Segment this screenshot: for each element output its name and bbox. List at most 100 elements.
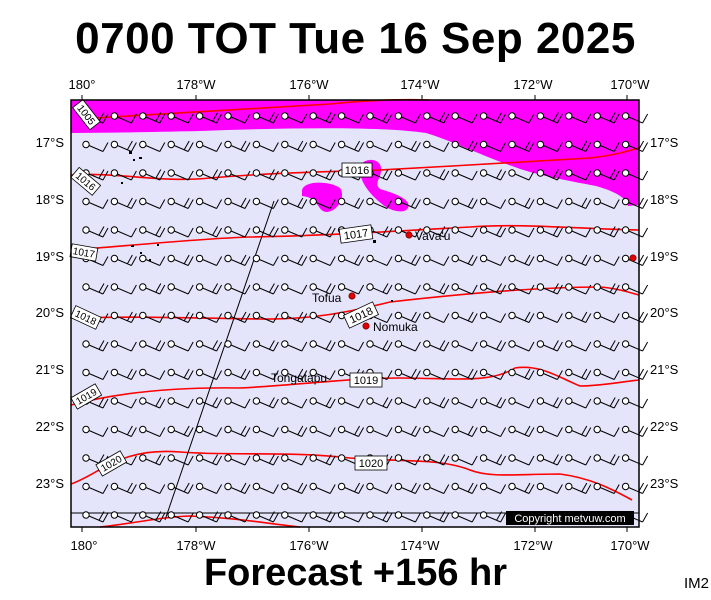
isobar-label-1017-edge: 1017 (69, 243, 99, 262)
isobar-value: 1016 (345, 165, 369, 177)
wind-barb-icon (337, 397, 365, 409)
wind-barb-icon (536, 397, 563, 409)
wind-barb-icon (394, 397, 421, 409)
wind-barb-icon (82, 482, 109, 494)
wind-barb-icon (536, 140, 563, 152)
wind-barb-icon (195, 482, 223, 494)
wind-barb-icon (252, 425, 279, 437)
wind-barb-icon (366, 254, 393, 266)
wind-barb-icon (536, 368, 563, 380)
wind-barb-icon (565, 482, 592, 494)
wind-barb-icon (281, 397, 308, 409)
wind-barb-icon (565, 226, 592, 238)
wind-barb-icon (593, 197, 620, 209)
lat-label: 18°S (36, 192, 65, 207)
wind-barb-icon (82, 197, 109, 209)
lat-label: 22°S (36, 419, 65, 434)
wind-barb-icon (337, 254, 365, 266)
wind-barb-icon (508, 112, 535, 124)
wind-barb-icon (451, 311, 478, 323)
wind-barb-icon (110, 197, 137, 209)
wind-barb-icon (252, 283, 279, 295)
wind-barb-icon (536, 226, 563, 238)
place-marker-icon (348, 292, 356, 300)
place-tongatapu[interactable]: Tongatapu (271, 371, 327, 385)
wind-barb-icon (536, 283, 563, 295)
wind-barb-icon (224, 425, 251, 437)
isobar-label-1017: 1017 (338, 224, 374, 244)
wind-barb-icon (479, 425, 507, 437)
wind-barb-icon (423, 283, 450, 295)
isobar-value: 1017 (343, 227, 369, 242)
wind-barb-icon (224, 482, 251, 494)
wind-barb-icon (281, 169, 308, 181)
wind-barb-icon (394, 340, 421, 352)
lat-labels-right: 17°S 18°S 19°S 20°S 21°S 22°S 23°S (650, 135, 679, 491)
wind-barb-icon (451, 226, 478, 238)
wind-barb-icon (337, 482, 365, 494)
wind-barb-icon (394, 197, 421, 209)
wind-barb-icon (195, 226, 223, 238)
wind-barb-icon (139, 397, 166, 409)
wind-barb-icon (195, 169, 223, 181)
wind-barb-icon (224, 340, 251, 352)
wind-barb-icon (309, 112, 336, 124)
wind-barb-icon (195, 311, 223, 323)
wind-barb-icon (536, 112, 563, 124)
wind-barb-icon (337, 340, 365, 352)
wind-barb-icon (281, 311, 308, 323)
wind-barb-icon (252, 482, 279, 494)
lon-label: 180° (69, 77, 96, 92)
wind-barb-icon (309, 397, 336, 409)
wind-barb-icon (508, 283, 535, 295)
wind-barb-icon (508, 425, 535, 437)
wind-barb-icon (479, 197, 507, 209)
wind-barb-icon (366, 340, 393, 352)
wind-barb-icon (508, 368, 535, 380)
axis-ticks (81, 95, 628, 532)
wind-barb-icon (565, 169, 592, 181)
place-label: Tofua (312, 291, 342, 305)
wind-barb-icon (167, 425, 194, 437)
lat-label: 17°S (36, 135, 65, 150)
wind-barb-icon (593, 482, 620, 494)
wind-barb-icon (508, 169, 535, 181)
wind-barb-icon (281, 254, 308, 266)
wind-barb-icon (536, 482, 563, 494)
wind-barb-icon (224, 254, 251, 266)
wind-barb-icon (621, 169, 649, 181)
wind-barb-icon (593, 112, 620, 124)
wind-barb-icon (508, 140, 535, 152)
isobar-label-1018: 1018 (343, 301, 379, 329)
niuafo-marker-icon (629, 254, 637, 262)
lat-label: 23°S (650, 476, 679, 491)
wind-barb-icon (224, 511, 251, 523)
wind-barb-icon (110, 368, 137, 380)
wind-barb-icon (451, 397, 478, 409)
wind-barb-icon (167, 311, 194, 323)
wind-barb-icon (309, 454, 336, 466)
wind-barb-icon (224, 368, 251, 380)
place-vavau[interactable]: Vava'u (405, 229, 451, 243)
wind-barb-icon (394, 454, 421, 466)
lat-label: 19°S (650, 249, 679, 264)
wind-barb-icon (281, 511, 308, 523)
wind-barb-icon (195, 283, 223, 295)
wind-barb-icon (309, 197, 336, 209)
wind-barb-icon (309, 511, 336, 523)
wind-barb-icon (565, 140, 592, 152)
wind-barb-icon (309, 254, 336, 266)
place-nomuka[interactable]: Nomuka (362, 320, 418, 334)
wind-barb-icon (139, 140, 166, 152)
place-tofua[interactable]: Tofua (312, 291, 356, 305)
wind-barb-icon (337, 140, 365, 152)
lon-label: 180° (71, 538, 98, 553)
wind-barb-icon (110, 311, 137, 323)
lat-label: 22°S (650, 419, 679, 434)
wind-barb-icon (565, 425, 592, 437)
wind-barb-icon (252, 197, 279, 209)
wind-barb-icon (621, 283, 649, 295)
wind-barb-icon (593, 140, 620, 152)
wind-barb-icon (593, 340, 620, 352)
wind-barb-icon (479, 283, 507, 295)
